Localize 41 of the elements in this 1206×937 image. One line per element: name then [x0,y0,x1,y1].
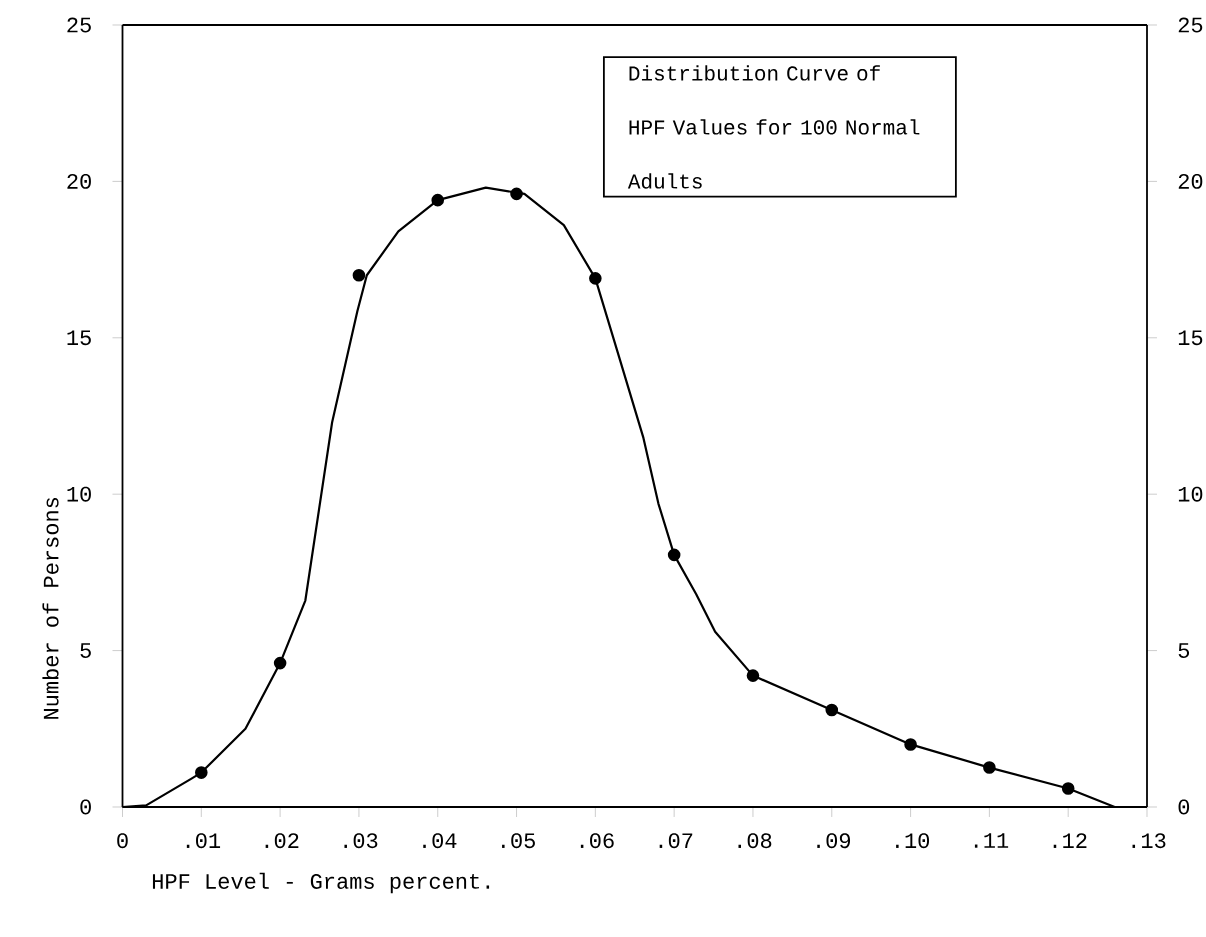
y2-tick-label: 15 [1178,330,1203,346]
x-tick-label: .08 [738,833,772,849]
point [1061,782,1075,795]
point [983,761,996,774]
x-tick-label: .04 [423,833,457,849]
chart-title: Distribution Curve of HPF Values for 100 Normal Adults [627,65,920,189]
y-tick-label: 15 [67,330,91,346]
x-tick-label: .05 [502,833,535,849]
point [510,187,523,201]
x-tick-label: .09 [817,833,851,849]
y-axis-title: Number of Persons [42,497,59,719]
x-tick-label: .12 [1053,833,1087,848]
point [352,268,366,282]
x-tick-label: .03 [344,833,378,849]
point [589,272,602,285]
x-tick-label: 0 [117,833,128,849]
y2-tick-label: 0 [1178,799,1190,815]
y2-tick-label: 10 [1178,486,1203,502]
x-tick-label: .02 [265,833,299,849]
point [746,669,760,682]
point [667,548,681,562]
y-tick-label: 25 [67,17,91,33]
y-tick-label: 10 [67,486,91,502]
x-tick-label: .11 [974,833,1009,848]
x-tick-label: .06 [580,833,614,849]
x-tick-label: .01 [186,833,221,849]
x-tick-label: .13 [1132,833,1166,849]
y-tick-label: 20 [67,173,91,189]
point [273,656,287,670]
point [825,703,839,717]
y2-tick-label: 25 [1178,17,1203,33]
x-axis-title: HPF Level - Grams percent. [152,872,490,894]
point [195,766,208,779]
y2-tick-label: 20 [1178,173,1203,189]
point [431,193,445,207]
y-tick-label: 0 [80,799,91,815]
y-tick-label: 5 [80,643,91,658]
y2-tick-label: 5 [1178,643,1190,658]
x-tick-label: .07 [659,833,693,849]
point [904,738,917,751]
x-tick-label: .10 [896,833,930,849]
